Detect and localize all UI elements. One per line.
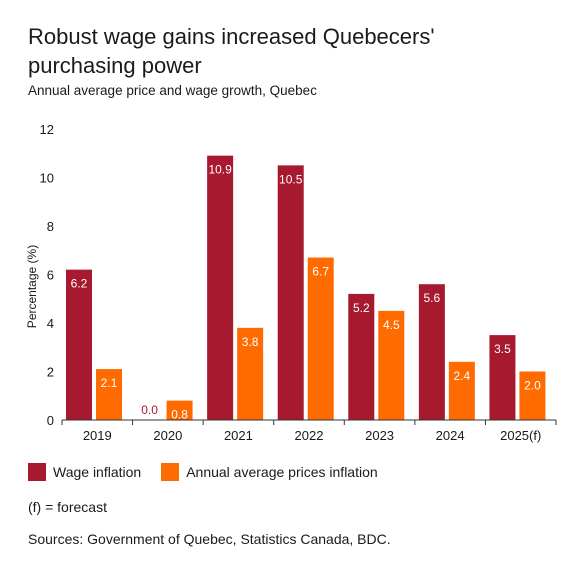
x-tick-label: 2023 — [365, 428, 394, 443]
wage-bar — [277, 165, 304, 420]
y-tick-label: 0 — [47, 413, 54, 428]
forecast-note: (f) = forecast — [28, 499, 107, 515]
data-label: 2.0 — [524, 379, 541, 393]
y-axis-title: Percentage (%) — [25, 245, 39, 328]
x-tick-label: 2020 — [153, 428, 182, 443]
y-tick-label: 6 — [47, 268, 54, 283]
wage-bar — [489, 335, 516, 420]
legend: Wage inflation Annual average prices inf… — [28, 463, 398, 481]
y-tick-label: 4 — [47, 316, 54, 331]
data-label: 6.7 — [312, 265, 329, 279]
y-tick-label: 10 — [40, 171, 54, 186]
prices-bar — [96, 369, 122, 420]
prices-bar — [448, 361, 475, 420]
wage-bar — [207, 155, 234, 421]
x-tick-label: 2024 — [436, 428, 465, 443]
data-label: 5.2 — [353, 301, 370, 315]
x-tick-label: 2022 — [295, 428, 324, 443]
data-label: 10.5 — [279, 172, 303, 186]
prices-bar — [378, 310, 405, 420]
prices-bar — [519, 371, 546, 420]
data-label: 5.6 — [424, 291, 441, 305]
wage-bar — [348, 293, 375, 420]
y-tick-label: 8 — [47, 219, 54, 234]
x-tick-label: 2021 — [224, 428, 253, 443]
data-label: 4.5 — [383, 318, 400, 332]
data-label: 10.9 — [208, 163, 232, 177]
data-label: 3.5 — [494, 342, 511, 356]
x-tick-label: 2019 — [83, 428, 112, 443]
chart-subtitle: Annual average price and wage growth, Qu… — [28, 83, 317, 98]
data-label: 2.4 — [454, 369, 471, 383]
bar-chart: 0 2 4 6 8 10 12 Percentage (%) 6.2 0.0 10.9 10.5 5.2… — [25, 122, 557, 443]
data-label: 6.2 — [71, 277, 88, 291]
legend-item-wage: Wage inflation — [28, 463, 141, 481]
data-label: 0.0 — [141, 403, 158, 417]
data-label: 2.1 — [101, 376, 118, 390]
prices-bar — [166, 400, 193, 420]
legend-item-prices: Annual average prices inflation — [161, 463, 378, 481]
x-tick-label: 2025(f) — [500, 428, 541, 443]
wage-bar — [66, 269, 92, 420]
wage-bar — [418, 284, 445, 420]
y-tick-label: 2 — [47, 365, 54, 380]
data-label: 0.8 — [171, 408, 188, 422]
y-tick-label: 12 — [40, 122, 54, 137]
legend-swatch-prices — [161, 463, 180, 481]
legend-swatch-wage — [28, 463, 46, 481]
data-label: 3.8 — [242, 335, 259, 349]
legend-label-prices: Annual average prices inflation — [186, 464, 378, 480]
chart-title: Robust wage gains increased Quebecers' p… — [28, 24, 435, 78]
source-note: Sources: Government of Quebec, Statistic… — [28, 531, 391, 547]
prices-bar — [307, 257, 334, 420]
prices-bar — [237, 327, 264, 420]
legend-label-wage: Wage inflation — [53, 464, 142, 480]
